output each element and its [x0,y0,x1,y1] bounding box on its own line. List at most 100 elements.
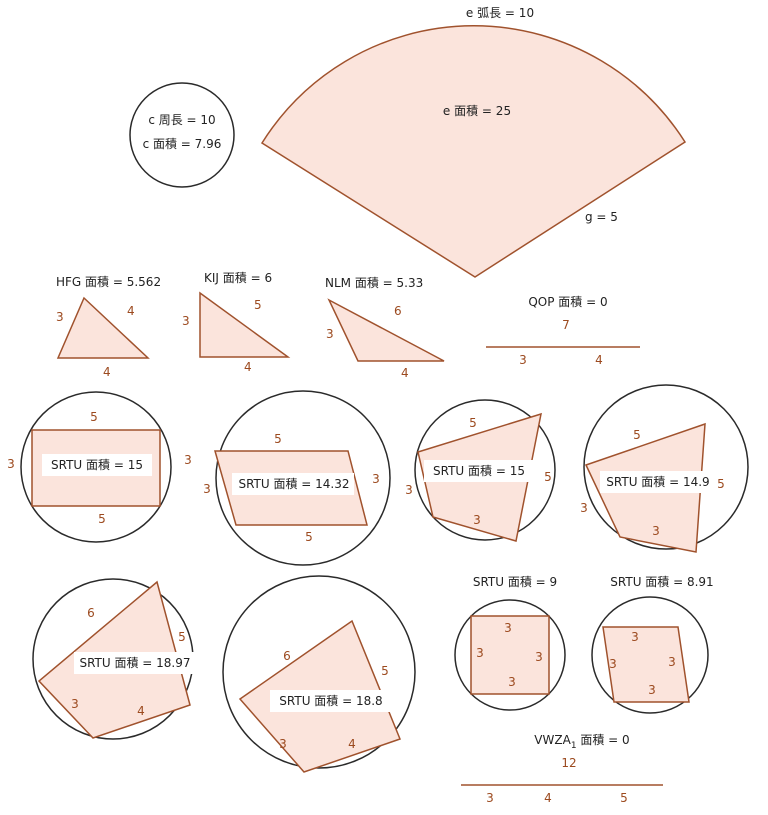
side-label: 5 [254,298,262,312]
triangle-shape[interactable] [199,291,291,358]
side-label: 4 [595,353,603,367]
side-label: 3 [71,697,79,711]
quad-title: SRTU 面積 = 9 [473,574,557,589]
side-label: 3 [473,513,481,527]
label-backdrop [74,652,196,674]
triangle-shape[interactable] [56,296,150,359]
label-backdrop [424,460,534,482]
side-label: 5 [274,432,282,446]
quad-7: SRTU 面積 = 9 3 3 3 3 [454,574,566,711]
side-label: 5 [620,791,628,805]
side-label: 5 [469,416,477,430]
side-label: 5 [717,477,725,491]
side-label: 3 [7,457,15,471]
side-label: 5 [633,428,641,442]
triangle-hfg: HFG 面積 = 5.562 3 4 4 [56,274,161,379]
side-label: 3 [405,483,413,497]
label-backdrop [600,471,716,493]
side-label: 5 [381,664,389,678]
side-label: 3 [631,630,639,644]
circumcircle[interactable] [583,384,749,550]
triangle-shape[interactable] [327,298,445,362]
side-label: 5 [98,512,106,526]
triangle-kij: KIJ 面積 = 6 3 5 4 [182,270,291,374]
side-label: 4 [127,304,135,318]
side-label: 3 [203,482,211,496]
side-label: 3 [56,310,64,324]
circumcircle[interactable] [222,575,416,769]
side-label: 12 [561,756,576,770]
quad-title: SRTU 面積 = 15 [51,457,143,472]
quad-title: SRTU 面積 = 8.91 [610,574,713,589]
side-label: 3 [504,621,512,635]
sector-shape[interactable] [260,25,687,278]
side-label: 4 [348,737,356,751]
side-label: 3 [326,327,334,341]
side-label: 3 [184,453,192,467]
sector-e: e 弧長 = 10 e 面積 = 25 g = 5 [260,6,687,278]
side-label: 4 [401,366,409,380]
circle-c-perimeter-label: c 周長 = 10 [148,113,215,127]
side-label: 5 [544,470,552,484]
degenerate-triangle-qop: QOP 面積 = 0 7 3 4 [486,294,640,367]
circumcircle[interactable] [591,596,709,714]
triangle-nlm: NLM 面積 = 5.33 3 6 4 [325,275,445,380]
quad-6: SRTU 面積 = 18.8 6 5 4 3 [222,575,416,773]
side-label: 4 [244,360,252,374]
side-label: 6 [87,606,95,620]
quad-title: SRTU 面積 = 18.8 [279,693,382,708]
circle-c-shape[interactable] [129,82,235,188]
sector-radius-label: g = 5 [585,210,618,224]
side-label: 3 [652,524,660,538]
side-label: 3 [648,683,656,697]
side-label: 5 [90,410,98,424]
quad-shape[interactable] [602,626,690,703]
side-label: 3 [279,737,287,751]
side-label: 3 [508,675,516,689]
triangle-title: NLM 面積 = 5.33 [325,275,423,290]
side-label: 3 [668,655,676,669]
circle-c-area-label: c 面積 = 7.96 [143,136,222,151]
side-label: 3 [372,472,380,486]
side-label: 5 [305,530,313,544]
degenerate-title: VWZA1 面積 = 0 [534,732,629,751]
quad-1: SRTU 面積 = 15 5 3 5 3 [7,391,192,543]
side-label: 4 [544,791,552,805]
quad-5: SRTU 面積 = 18.97 6 5 4 3 [32,578,196,740]
side-label: 3 [580,501,588,515]
label-backdrop [270,690,392,712]
degenerate-title: QOP 面積 = 0 [528,294,607,309]
quad-2: SRTU 面積 = 14.32 5 3 5 3 [203,390,391,566]
label-backdrop [232,473,354,495]
side-label: 3 [535,650,543,664]
quad-title: SRTU 面積 = 14.9 [606,474,709,489]
circle-c: c 周長 = 10 c 面積 = 7.96 [129,82,235,188]
quad-title: SRTU 面積 = 15 [433,463,525,478]
side-label: 6 [283,649,291,663]
quad-4: SRTU 面積 = 14.9 5 5 3 3 [580,384,749,553]
triangle-title: KIJ 面積 = 6 [204,270,272,285]
circumcircle[interactable] [215,390,391,566]
sector-arc-label: e 弧長 = 10 [466,6,534,20]
sector-area-label: e 面積 = 25 [443,103,511,118]
quad-8: SRTU 面積 = 8.91 3 3 3 3 [591,574,714,714]
side-label: 4 [103,365,111,379]
side-label: 4 [137,704,145,718]
circumcircle[interactable] [414,399,556,541]
side-label: 3 [476,646,484,660]
circumcircle[interactable] [454,599,566,711]
degenerate-quad-vwza: VWZA1 面積 = 0 12 3 4 5 [461,732,663,805]
side-label: 5 [178,630,186,644]
side-label: 3 [486,791,494,805]
side-label: 7 [562,318,570,332]
side-label: 3 [519,353,527,367]
quad-shape[interactable] [470,615,550,695]
side-label: 6 [394,304,402,318]
quad-title: SRTU 面積 = 14.32 [238,476,349,491]
triangle-title: HFG 面積 = 5.562 [56,274,161,289]
quad-title: SRTU 面積 = 18.97 [79,655,190,670]
label-backdrop [42,454,152,476]
side-label: 3 [609,657,617,671]
circumcircle[interactable] [20,391,172,543]
